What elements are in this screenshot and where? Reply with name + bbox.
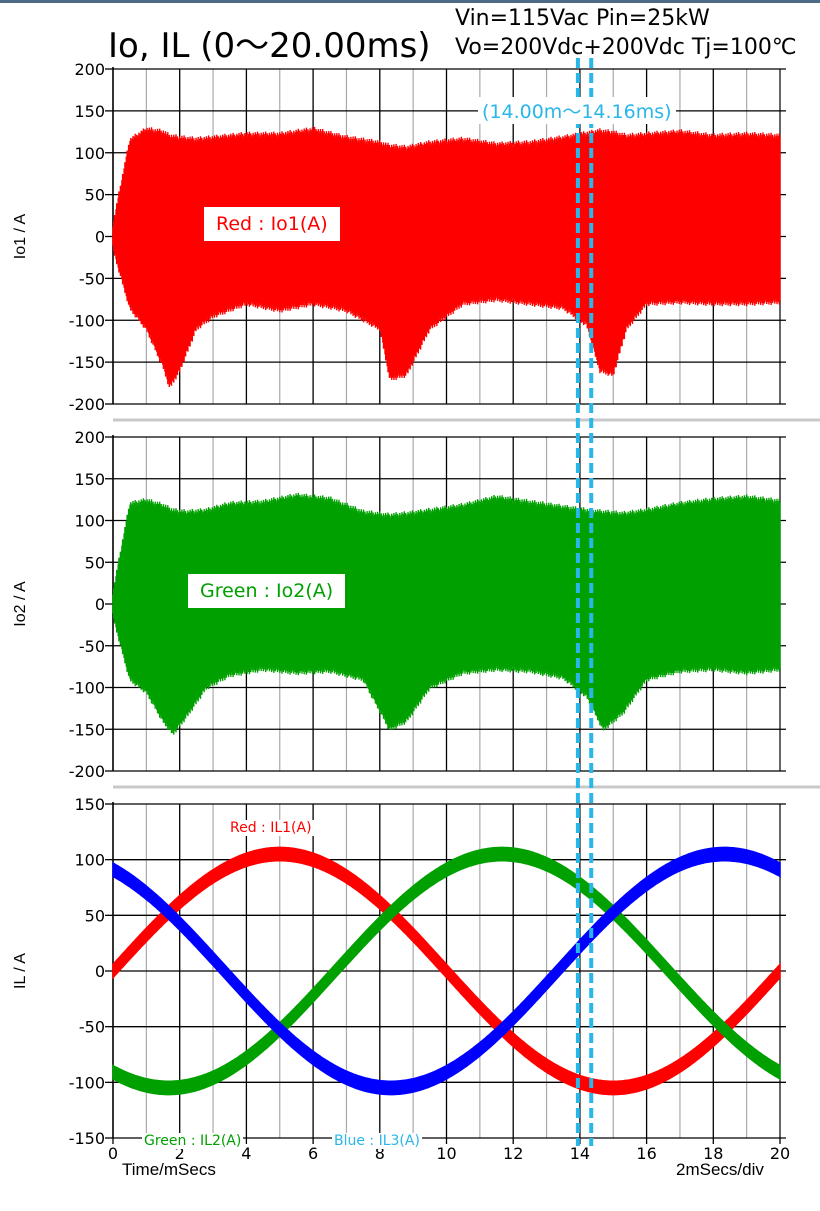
y-tick-label: 100: [74, 144, 105, 163]
il3-legend-label: Blue : IL3(A): [332, 1133, 422, 1149]
page-title: Io, IL (0～20.00ms): [108, 26, 431, 66]
y-tick-label: -100: [69, 679, 105, 698]
y-tick-label: -200: [69, 395, 105, 414]
x-tick-label: 8: [375, 1144, 385, 1163]
x-tick-label: 10: [436, 1144, 456, 1163]
y-axis-label: Io2 / A: [12, 581, 29, 627]
conditions-line-2: Vo=200Vdc+200Vdc Tj=100℃: [455, 35, 797, 60]
top-border: [0, 0, 820, 3]
x-axis-label: Time/mSecs: [122, 1160, 216, 1179]
x-tick-label: 12: [503, 1144, 523, 1163]
il1-legend-label: Red : IL1(A): [228, 820, 314, 836]
y-tick-label: 150: [74, 470, 105, 489]
x-tick-label: 18: [703, 1144, 723, 1163]
y-tick-label: -50: [79, 269, 105, 288]
series-il1: [112, 846, 781, 1096]
y-tick-label: -100: [69, 311, 105, 330]
y-tick-label: 150: [74, 102, 105, 121]
y-tick-label: -150: [69, 1129, 105, 1148]
series-il3: [112, 846, 781, 1096]
y-tick-label: 200: [74, 428, 105, 447]
y-axis-label: Io1 / A: [12, 213, 29, 259]
y-tick-label: 0: [95, 962, 105, 981]
y-tick-label: 100: [74, 512, 105, 531]
y-tick-label: -100: [69, 1073, 105, 1092]
y-tick-label: -50: [79, 637, 105, 656]
x-tick-label: 6: [308, 1144, 318, 1163]
y-tick-label: 50: [85, 186, 105, 205]
x-tick-label: 4: [241, 1144, 251, 1163]
conditions-line-1: Vin=115Vac Pin=25kW: [455, 6, 710, 31]
y-tick-label: -150: [69, 353, 105, 372]
y-tick-label: 0: [95, 595, 105, 614]
il2-legend-label: Green : IL2(A): [142, 1133, 244, 1149]
y-tick-label: 50: [85, 906, 105, 925]
x-tick-label: 20: [770, 1144, 790, 1163]
x-tick-label: 16: [636, 1144, 656, 1163]
io2-legend-label: Green : Io2(A): [188, 574, 346, 608]
y-axis-label: IL / A: [12, 953, 29, 989]
y-tick-label: 150: [74, 795, 105, 814]
x-tick-label: 14: [570, 1144, 590, 1163]
y-tick-label: 100: [74, 851, 105, 870]
y-tick-label: 0: [95, 228, 105, 247]
x-tick-label: 0: [108, 1144, 118, 1163]
y-tick-label: -50: [79, 1018, 105, 1037]
time-scale-label: 2mSecs/div: [676, 1160, 764, 1179]
x-tick-label: 2: [175, 1144, 185, 1163]
y-tick-label: -150: [69, 720, 105, 739]
y-tick-label: 200: [74, 60, 105, 79]
y-tick-label: -200: [69, 762, 105, 781]
io1-legend-label: Red : Io1(A): [204, 207, 340, 241]
series-io1-fill: [113, 132, 780, 384]
zoom-window-label: (14.00m～14.16ms): [478, 97, 676, 124]
y-tick-label: 50: [85, 553, 105, 572]
series-io2-fill: [113, 498, 780, 731]
